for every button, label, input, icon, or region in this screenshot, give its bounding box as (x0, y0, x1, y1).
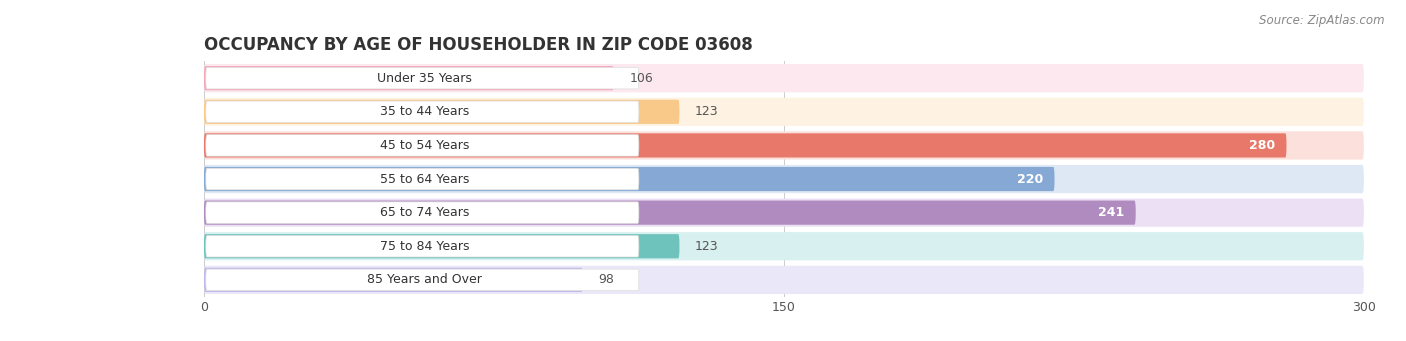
FancyBboxPatch shape (204, 131, 1364, 160)
Text: Source: ZipAtlas.com: Source: ZipAtlas.com (1260, 14, 1385, 27)
Text: 106: 106 (630, 72, 652, 85)
FancyBboxPatch shape (204, 100, 679, 124)
FancyBboxPatch shape (205, 101, 638, 122)
FancyBboxPatch shape (205, 68, 638, 89)
FancyBboxPatch shape (204, 165, 1364, 193)
Text: OCCUPANCY BY AGE OF HOUSEHOLDER IN ZIP CODE 03608: OCCUPANCY BY AGE OF HOUSEHOLDER IN ZIP C… (204, 36, 752, 54)
Text: 85 Years and Over: 85 Years and Over (367, 273, 482, 286)
FancyBboxPatch shape (204, 268, 583, 292)
FancyBboxPatch shape (205, 135, 638, 156)
Text: 65 to 74 Years: 65 to 74 Years (380, 206, 470, 219)
FancyBboxPatch shape (204, 232, 1364, 261)
Text: 75 to 84 Years: 75 to 84 Years (380, 240, 470, 253)
Text: 220: 220 (1017, 173, 1043, 186)
FancyBboxPatch shape (204, 198, 1364, 227)
Text: 45 to 54 Years: 45 to 54 Years (380, 139, 470, 152)
Text: 241: 241 (1098, 206, 1125, 219)
Text: Under 35 Years: Under 35 Years (377, 72, 471, 85)
FancyBboxPatch shape (204, 98, 1364, 126)
FancyBboxPatch shape (205, 202, 638, 223)
FancyBboxPatch shape (204, 167, 1054, 191)
FancyBboxPatch shape (204, 234, 679, 258)
Text: 35 to 44 Years: 35 to 44 Years (380, 105, 468, 118)
FancyBboxPatch shape (204, 133, 1286, 158)
FancyBboxPatch shape (204, 266, 1364, 294)
Text: 123: 123 (695, 105, 718, 118)
Text: 280: 280 (1249, 139, 1275, 152)
FancyBboxPatch shape (205, 269, 638, 291)
FancyBboxPatch shape (204, 201, 1136, 225)
Text: 55 to 64 Years: 55 to 64 Years (380, 173, 470, 186)
Text: 123: 123 (695, 240, 718, 253)
FancyBboxPatch shape (205, 168, 638, 190)
FancyBboxPatch shape (205, 236, 638, 257)
Text: 98: 98 (599, 273, 614, 286)
FancyBboxPatch shape (204, 66, 614, 90)
FancyBboxPatch shape (204, 64, 1364, 92)
